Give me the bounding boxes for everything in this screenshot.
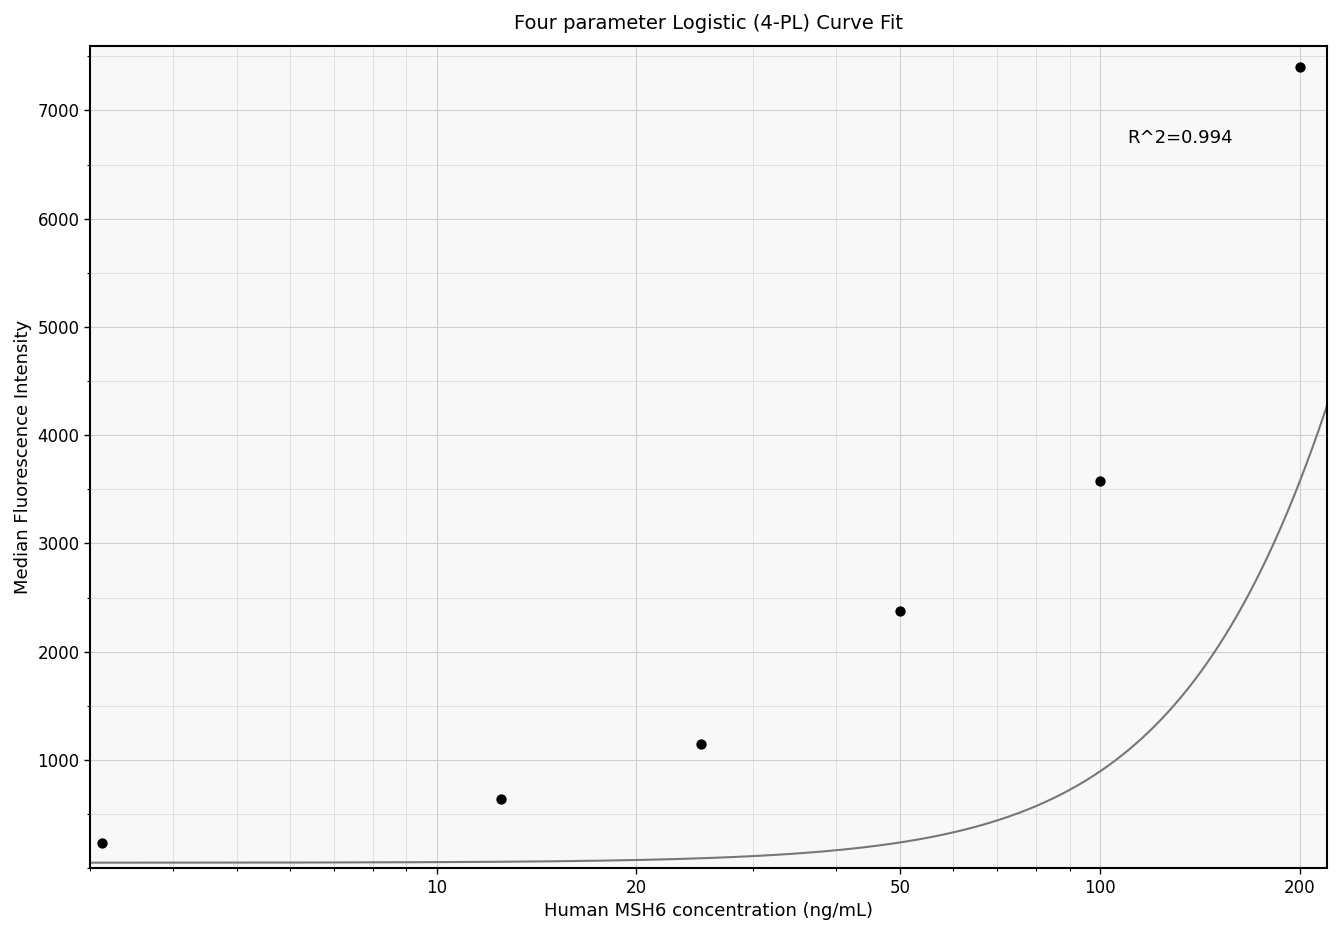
Point — [1289, 60, 1310, 75]
Point — [1089, 474, 1110, 488]
Title: Four parameter Logistic (4-PL) Curve Fit: Four parameter Logistic (4-PL) Curve Fit — [514, 14, 902, 33]
Point — [889, 603, 911, 618]
Text: R^2=0.994: R^2=0.994 — [1128, 129, 1234, 147]
Y-axis label: Median Fluorescence Intensity: Median Fluorescence Intensity — [13, 319, 32, 594]
Point — [91, 836, 113, 851]
X-axis label: Human MSH6 concentration (ng/mL): Human MSH6 concentration (ng/mL) — [544, 902, 873, 920]
Point — [691, 736, 712, 751]
Point — [491, 791, 512, 806]
